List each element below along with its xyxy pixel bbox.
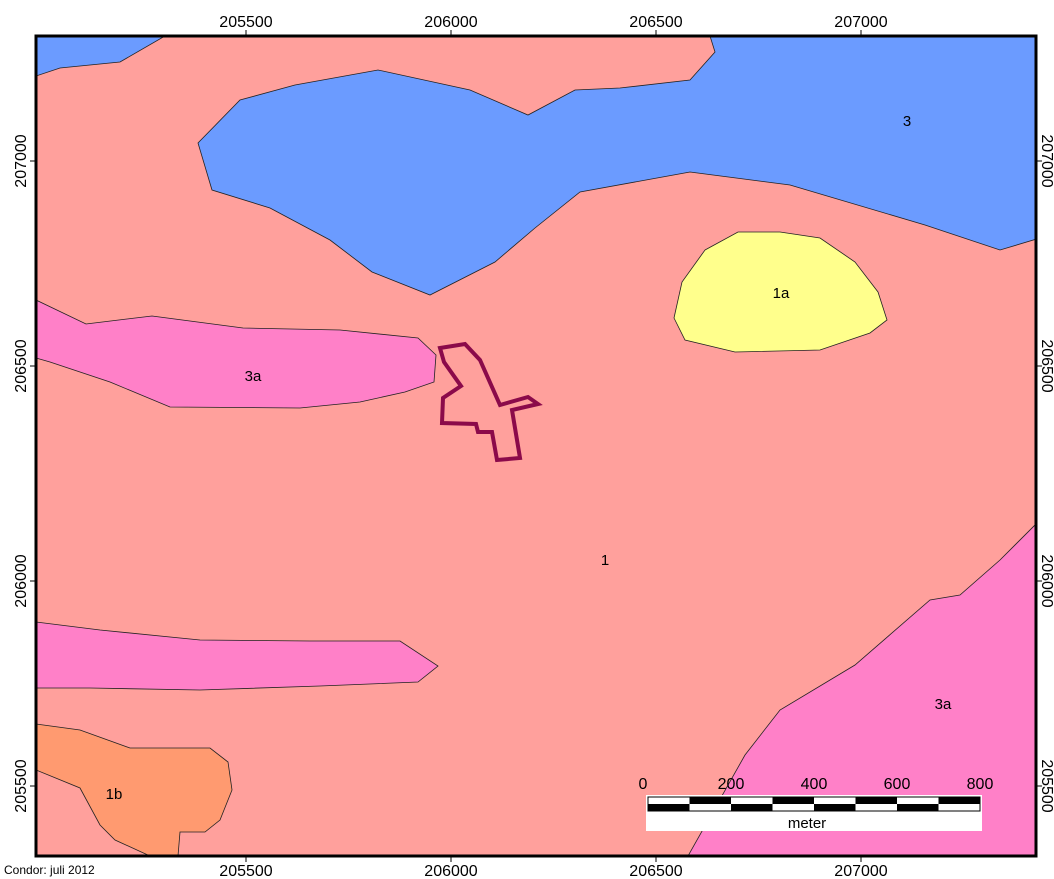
y-ticks-left bbox=[30, 160, 36, 787]
unit-1b-polygon bbox=[36, 723, 233, 856]
scale-bar-segment bbox=[814, 804, 856, 811]
scale-unit-label: meter bbox=[788, 815, 826, 832]
scale-bar-segment bbox=[938, 804, 980, 811]
scale-bar-segment bbox=[772, 797, 814, 804]
scale-bar: 0 200 400 600 800 meter bbox=[639, 776, 994, 832]
scale-bar-segments bbox=[648, 797, 980, 811]
unit-3a-polygon-southwest bbox=[36, 621, 439, 691]
scale-bar-segment bbox=[897, 797, 939, 804]
x-tick-label-top: 206500 bbox=[629, 14, 682, 31]
x-tick-label-bottom: 206000 bbox=[424, 863, 477, 879]
scale-bar-segment bbox=[938, 797, 980, 804]
y-ticks-right bbox=[1036, 160, 1042, 787]
y-tick-label-left: 206000 bbox=[13, 554, 30, 607]
scale-bar-segment bbox=[855, 797, 897, 804]
scale-bar-segment bbox=[814, 797, 856, 804]
y-tick-labels-right: 207000 206500 206000 205500 bbox=[1038, 134, 1054, 812]
x-tick-label-top: 205500 bbox=[219, 14, 272, 31]
y-tick-label-left: 206500 bbox=[13, 339, 30, 392]
scale-bar-segment bbox=[772, 804, 814, 811]
scale-label-200: 200 bbox=[718, 776, 745, 793]
unit-1b-label: 1b bbox=[106, 786, 123, 803]
scale-label-0: 0 bbox=[639, 776, 648, 793]
scale-bar-segment bbox=[648, 797, 690, 804]
scale-label-800: 800 bbox=[967, 776, 994, 793]
unit-3-polygon-northwest bbox=[36, 36, 166, 77]
y-tick-label-right: 205500 bbox=[1038, 759, 1054, 812]
x-tick-labels-top: 205500 206000 206500 207000 bbox=[219, 14, 887, 31]
unit-labels: 3 1a 3a 1 3a 1b bbox=[106, 113, 952, 803]
x-ticks-top bbox=[245, 30, 862, 36]
unit-3-label: 3 bbox=[903, 113, 911, 130]
x-tick-label-top: 207000 bbox=[834, 14, 887, 31]
y-tick-label-right: 207000 bbox=[1038, 134, 1054, 187]
unit-3a-polygon-southeast bbox=[687, 523, 1036, 856]
x-tick-label-bottom: 205500 bbox=[219, 863, 272, 879]
y-tick-label-right: 206500 bbox=[1038, 339, 1054, 392]
unit-3a-polygon-west bbox=[36, 299, 437, 409]
y-tick-label-left: 207000 bbox=[13, 134, 30, 187]
y-tick-label-right: 206000 bbox=[1038, 554, 1054, 607]
scale-bar-segment bbox=[648, 804, 690, 811]
scale-bar-segment bbox=[689, 797, 731, 804]
y-tick-label-left: 205500 bbox=[13, 759, 30, 812]
credit-text: Condor: juli 2012 bbox=[4, 863, 95, 877]
x-ticks-bottom bbox=[245, 856, 862, 862]
unit-1-label: 1 bbox=[601, 552, 609, 569]
scale-bar-border bbox=[647, 796, 981, 812]
scale-bar-segment bbox=[731, 797, 773, 804]
scale-bar-segment bbox=[855, 804, 897, 811]
x-tick-label-bottom: 207000 bbox=[834, 863, 887, 879]
unit-3a-label-west: 3a bbox=[245, 368, 262, 385]
x-tick-label-bottom: 206500 bbox=[629, 863, 682, 879]
scale-bar-segment bbox=[689, 804, 731, 811]
unit-1a-polygon bbox=[673, 231, 888, 353]
map-area bbox=[36, 36, 1036, 856]
map-frame bbox=[34, 34, 1038, 858]
scale-label-600: 600 bbox=[884, 776, 911, 793]
site-outline bbox=[437, 341, 543, 463]
unit-1a-label: 1a bbox=[773, 285, 790, 302]
y-tick-labels-left: 207000 206500 206000 205500 bbox=[13, 134, 30, 812]
scale-bar-segment bbox=[897, 804, 939, 811]
unit-3a-label-southeast: 3a bbox=[935, 696, 952, 713]
x-tick-labels-bottom: 205500 206000 206500 207000 bbox=[219, 863, 887, 879]
scale-label-400: 400 bbox=[801, 776, 828, 793]
unit-3-polygon-north bbox=[197, 36, 1036, 296]
scale-bar-segment bbox=[731, 804, 773, 811]
x-tick-label-top: 206000 bbox=[424, 14, 477, 31]
